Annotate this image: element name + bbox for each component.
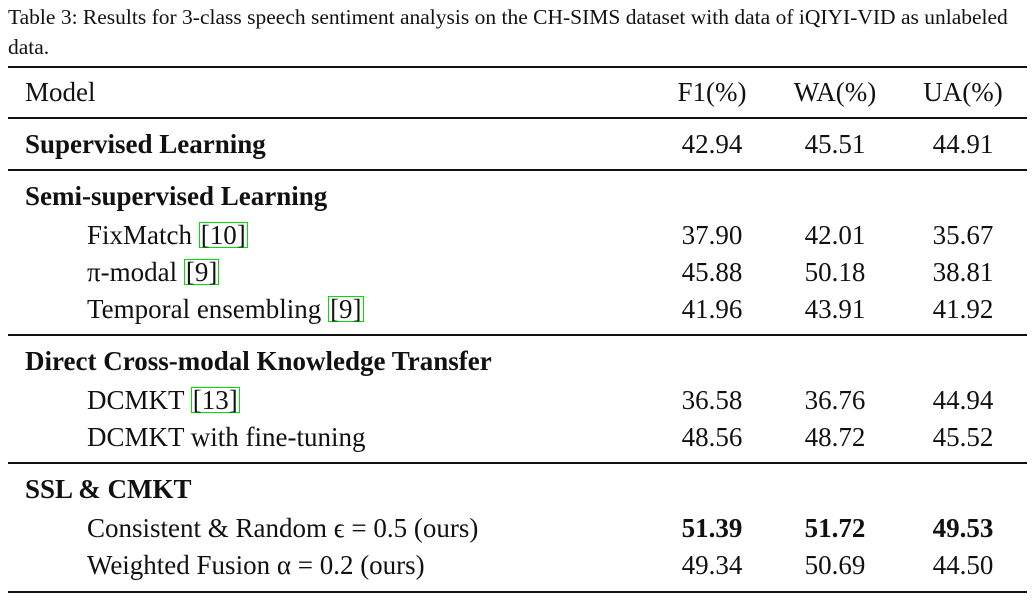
citation: [9] <box>328 294 364 324</box>
model-cell: Consistent & Random ϵ = 0.5 (ours) <box>87 511 478 545</box>
cell-value: 35.67 <box>932 220 994 250</box>
cell-value: 48.56 <box>681 422 743 452</box>
cell-value: 44.91 <box>932 129 994 159</box>
model-cell: π-modal [9] <box>87 255 220 289</box>
group-title: Direct Cross-modal Knowledge Transfer <box>25 346 492 376</box>
table-caption: Table 3: Results for 3-class speech sent… <box>8 5 1008 59</box>
cell-value: 49.34 <box>681 550 743 580</box>
cell-value: 48.72 <box>804 422 866 452</box>
cell-value: 45.88 <box>681 257 743 287</box>
rule <box>8 462 1027 464</box>
cell-value: 36.58 <box>681 385 743 415</box>
rule <box>8 590 1027 594</box>
cell-value: 49.53 <box>932 513 994 543</box>
model-cell: Weighted Fusion α = 0.2 (ours) <box>87 548 425 582</box>
rule <box>8 117 1027 119</box>
group-title: Semi-supervised Learning <box>25 181 328 211</box>
header-cell: Model <box>25 77 96 107</box>
citation: [13] <box>190 385 240 415</box>
cell-value: 51.72 <box>804 513 866 543</box>
group-title: SSL & CMKT <box>25 474 192 504</box>
cell-value: 36.76 <box>804 385 866 415</box>
rule <box>8 169 1027 171</box>
citation: [9] <box>183 257 220 287</box>
model-name: FixMatch <box>87 220 192 250</box>
model-name: π-modal <box>87 257 178 287</box>
model-name: DCMKT with fine-tuning <box>87 422 366 452</box>
header-cell: WA(%) <box>793 77 877 107</box>
header-cell: F1(%) <box>677 77 747 107</box>
cell-value: 37.90 <box>681 220 743 250</box>
model-name: Weighted Fusion α = 0.2 (ours) <box>87 550 425 580</box>
model-cell: DCMKT [13] <box>87 383 240 417</box>
cell-value: 44.94 <box>932 385 994 415</box>
cell-value: 42.01 <box>804 220 866 250</box>
cell-value: 50.18 <box>804 257 866 287</box>
cell-value: 42.94 <box>681 129 743 159</box>
cell-value: 38.81 <box>932 257 994 287</box>
rule <box>8 334 1027 336</box>
citation: [10] <box>198 220 248 250</box>
model-cell: DCMKT with fine-tuning <box>87 420 366 454</box>
rule <box>8 65 1027 69</box>
cell-value: 41.92 <box>932 294 994 324</box>
model-name: Consistent & Random ϵ = 0.5 (ours) <box>87 513 479 543</box>
model-name: DCMKT <box>87 385 185 415</box>
cell-value: 51.39 <box>681 513 743 543</box>
cell-value: 45.51 <box>804 129 866 159</box>
header-cell: UA(%) <box>923 77 1003 107</box>
model-name: Temporal ensembling <box>87 294 322 324</box>
cell-value: 45.52 <box>932 422 994 452</box>
cell-value: 44.50 <box>932 550 994 580</box>
model-cell: Temporal ensembling [9] <box>87 292 364 326</box>
cell-value: 50.69 <box>804 550 866 580</box>
model-cell: FixMatch [10] <box>87 218 248 252</box>
group-title: Supervised Learning <box>25 129 266 159</box>
cell-value: 41.96 <box>681 294 743 324</box>
cell-value: 43.91 <box>804 294 866 324</box>
